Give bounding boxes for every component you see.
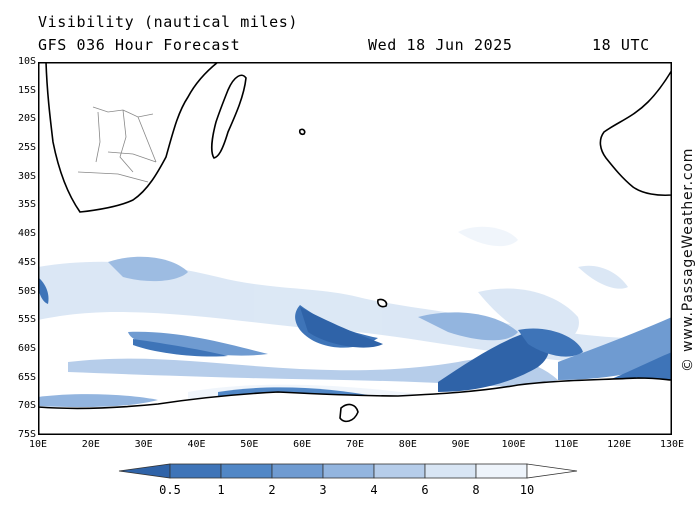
- lon-label-70e: 70E: [345, 439, 365, 450]
- lon-label-120e: 120E: [607, 439, 632, 450]
- lon-label-50e: 50E: [240, 439, 259, 450]
- colorbar-label: 4: [370, 483, 378, 497]
- lat-label-55s: 55S: [17, 314, 36, 326]
- colorbar-swatch: [169, 463, 222, 479]
- colorbar-swatch: [373, 463, 426, 479]
- colorbar-label: 6: [421, 483, 429, 497]
- colorbar-swatch: [271, 463, 324, 479]
- lat-label-65s: 65S: [17, 371, 36, 383]
- map-title: Visibility (nautical miles): [38, 13, 299, 31]
- colorbar-label: 0.5: [159, 483, 181, 497]
- lon-label-10e: 10E: [28, 439, 48, 450]
- lat-label-70s: 70S: [17, 400, 36, 412]
- colorbar-swatch: [475, 463, 528, 479]
- lat-label-35s: 35S: [17, 199, 36, 211]
- credit-text: © www.PassageWeather.com: [680, 147, 696, 372]
- colorbar-swatch: [424, 463, 477, 479]
- lon-label-100e: 100E: [501, 439, 526, 450]
- colorbar-max-arrow: [526, 463, 578, 479]
- lat-label-40s: 40S: [17, 228, 36, 240]
- lat-label-25s: 25S: [17, 142, 36, 154]
- forecast-label: GFS 036 Hour Forecast: [38, 36, 241, 54]
- lat-label-10s: 10S: [17, 56, 36, 67]
- lon-label-90e: 90E: [451, 439, 470, 450]
- colorbar-label: 8: [472, 483, 480, 497]
- colorbar-label: 1: [217, 483, 225, 497]
- coastline: [38, 62, 672, 435]
- lat-label-60s: 60S: [17, 342, 36, 354]
- lon-label-110e: 110E: [554, 439, 579, 450]
- visibility-map: [38, 62, 672, 435]
- lon-label-30e: 30E: [134, 439, 153, 450]
- lon-label-130e: 130E: [659, 439, 685, 450]
- visibility-medium-bands: [38, 312, 672, 429]
- lat-label-30s: 30S: [17, 170, 36, 182]
- lon-label-20e: 20E: [81, 439, 100, 450]
- lon-label-40e: 40E: [187, 439, 206, 450]
- country-borders: [77, 106, 157, 183]
- lat-label-15s: 15S: [17, 84, 36, 96]
- lon-label-60e: 60E: [293, 439, 312, 450]
- forecast-date: Wed 18 Jun 2025: [368, 36, 513, 54]
- colorbar-label: 3: [319, 483, 327, 497]
- forecast-time: 18 UTC: [592, 36, 650, 54]
- visibility-colorbar: [118, 463, 578, 479]
- colorbar-label: 2: [268, 483, 276, 497]
- lat-label-20s: 20S: [17, 113, 36, 125]
- lat-label-50s: 50S: [17, 285, 36, 297]
- lon-label-80e: 80E: [398, 439, 417, 450]
- lat-label-45s: 45S: [17, 256, 36, 268]
- colorbar-min-arrow: [118, 463, 171, 479]
- lat-label-75s: 75S: [17, 429, 36, 440]
- colorbar-swatch: [322, 463, 375, 479]
- colorbar-swatch: [220, 463, 273, 479]
- colorbar-label: 10: [519, 483, 535, 497]
